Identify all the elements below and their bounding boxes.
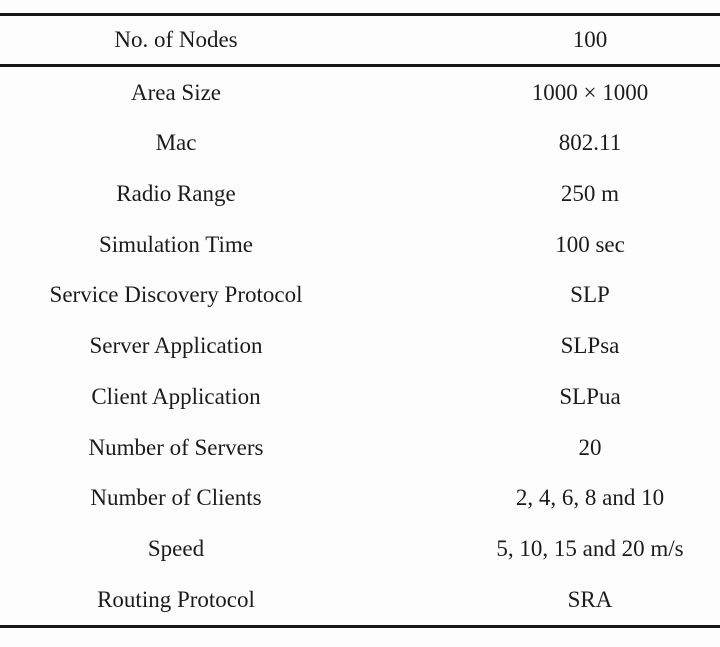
table-row: Mac 802.11	[0, 118, 720, 169]
simulation-parameters-table: No. of Nodes 100 Area Size 1000 × 1000 M…	[0, 13, 720, 628]
value-cell: 1000 × 1000	[531, 79, 649, 105]
value-cell: SLP	[570, 282, 610, 308]
param-cell: Area Size	[130, 79, 222, 105]
value-cell: 2, 4, 6, 8 and 10	[515, 485, 665, 511]
param-cell: Number of Clients	[90, 485, 262, 511]
value-cell: 100 sec	[555, 231, 625, 257]
value-cell: SRA	[567, 586, 613, 612]
value-cell: 20	[578, 434, 602, 460]
table-row: Routing Protocol SRA	[0, 574, 720, 625]
header-divider-rule	[0, 64, 720, 67]
table-row: Radio Range 250 m	[0, 168, 720, 219]
top-rule	[0, 13, 720, 16]
table-row: Simulation Time 100 sec	[0, 219, 720, 270]
value-cell: SLPsa	[560, 333, 620, 359]
value-cell: 802.11	[558, 130, 622, 156]
value-cell: 5, 10, 15 and 20 m/s	[496, 535, 684, 561]
param-cell: Radio Range	[116, 181, 236, 207]
value-cell: SLPua	[559, 383, 621, 409]
param-cell: Service Discovery Protocol	[49, 282, 303, 308]
param-cell: Speed	[147, 535, 205, 561]
param-cell: No. of Nodes	[114, 27, 238, 53]
param-cell: Mac	[155, 130, 197, 156]
table-row: Service Discovery Protocol SLP	[0, 270, 720, 321]
table-row: No. of Nodes 100	[0, 16, 720, 64]
bottom-rule	[0, 624, 720, 628]
table-row: Client Application SLPua	[0, 371, 720, 422]
value-cell: 100	[572, 27, 608, 53]
table-row: Number of Clients 2, 4, 6, 8 and 10	[0, 473, 720, 524]
value-cell: 250 m	[560, 181, 620, 207]
table-row: Server Application SLPsa	[0, 320, 720, 371]
param-cell: Server Application	[89, 333, 263, 359]
param-cell: Simulation Time	[98, 231, 253, 257]
table-row: Speed 5, 10, 15 and 20 m/s	[0, 523, 720, 574]
table-row: Area Size 1000 × 1000	[0, 67, 720, 118]
param-cell: Number of Servers	[88, 434, 264, 460]
param-cell: Routing Protocol	[97, 586, 255, 612]
table-row: Number of Servers 20	[0, 422, 720, 473]
param-cell: Client Application	[91, 383, 261, 409]
